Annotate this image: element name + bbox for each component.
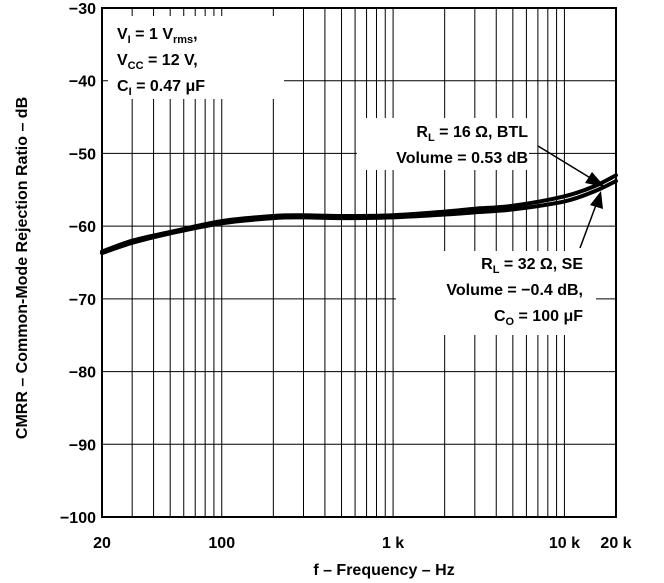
conditions-box-bg — [108, 16, 284, 99]
se-arrow-line — [579, 204, 597, 249]
y-tick-label: −70 — [69, 292, 96, 309]
se-annotation-line2: Volume = −0.4 dB, — [446, 282, 583, 299]
se-annotation-line3: CO = 100 μF — [494, 308, 583, 328]
x-tick-label: 10 k — [549, 535, 580, 552]
btl-annotation-line2: Volume = 0.53 dB — [396, 150, 528, 167]
btl-arrow-line — [537, 145, 598, 183]
y-tick-label: −60 — [69, 219, 96, 236]
y-tick-label: −90 — [69, 437, 96, 454]
x-tick-label: 20 — [93, 535, 111, 552]
x-tick-label: 20 k — [600, 535, 631, 552]
btl-arrow-head — [585, 172, 605, 187]
tick-labels: 20 100 1 k 10 k 20 k −30 −40 −50 −60 −70 −80 −90 −10… — [60, 1, 632, 552]
btl-annotation-line1: RL = 16 Ω, BTL — [416, 124, 528, 144]
se-arrow-head — [590, 191, 603, 209]
series-line-2 — [100, 179, 618, 256]
y-tick-label: −50 — [69, 146, 96, 163]
y-tick-label: −40 — [69, 74, 96, 91]
plot-frame — [101, 7, 617, 518]
condition-vi: VI = 1 Vrms, — [117, 26, 198, 46]
y-tick-label: −80 — [69, 365, 96, 382]
y-axis-title: CMRR – Common-Mode Rejection Ratio – dB — [14, 97, 31, 439]
series-group — [100, 173, 618, 256]
condition-vcc: VCC = 12 V, — [117, 52, 198, 72]
btl-annotation-bg — [357, 118, 529, 170]
y-tick-label: −30 — [69, 1, 96, 18]
x-tick-label: 100 — [208, 535, 235, 552]
se-annotation-bg — [396, 251, 596, 335]
x-tick-label: 1 k — [382, 535, 404, 552]
condition-ci: CI = 0.47 μF — [117, 78, 205, 98]
y-tick-label: −100 — [60, 510, 96, 527]
se-annotation-line1: RL = 32 Ω, SE — [481, 256, 583, 276]
x-axis-title: f – Frequency – Hz — [313, 562, 454, 579]
